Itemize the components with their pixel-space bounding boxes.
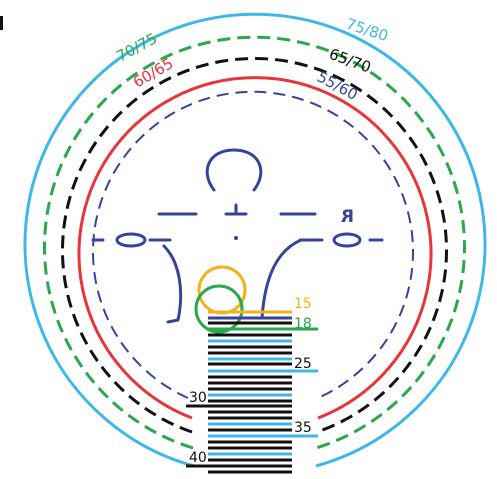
green-circle bbox=[194, 284, 244, 334]
ring-75-80 bbox=[23, 12, 487, 468]
label-70-75: 70/75 bbox=[113, 29, 160, 65]
head-arc bbox=[205, 148, 263, 192]
ruler-bars bbox=[186, 310, 318, 474]
left-arm bbox=[162, 244, 183, 324]
face-figure bbox=[91, 148, 384, 324]
ruler-label-18: 18 bbox=[294, 316, 312, 332]
ruler-label-30: 30 bbox=[189, 390, 207, 406]
ring-65-70 bbox=[61, 56, 448, 434]
ruler-label-40: 40 bbox=[189, 450, 207, 466]
ruler-labels: 15 18 25 30 35 40 bbox=[189, 296, 312, 466]
ring-55-60 bbox=[92, 90, 414, 399]
label-65-70: 65/70 bbox=[327, 45, 374, 77]
arc-labels: 75/80 70/75 65/70 60/65 55/60 bbox=[113, 15, 390, 104]
reversed-r-glyph: R bbox=[341, 207, 354, 227]
concentric-rings bbox=[23, 12, 487, 468]
right-eye bbox=[332, 232, 362, 248]
center-dot bbox=[234, 236, 238, 240]
ruler-label-25: 25 bbox=[294, 356, 312, 372]
ruler-label-15: 15 bbox=[294, 296, 312, 312]
label-75-80: 75/80 bbox=[344, 15, 391, 45]
ring-60-65 bbox=[77, 76, 433, 420]
label-60-65: 60/65 bbox=[130, 54, 176, 91]
left-eye bbox=[115, 232, 147, 248]
right-arm bbox=[260, 238, 303, 320]
ruler-label-35: 35 bbox=[294, 420, 312, 436]
ring-70-75 bbox=[43, 35, 466, 450]
corner-mark bbox=[0, 16, 9, 30]
